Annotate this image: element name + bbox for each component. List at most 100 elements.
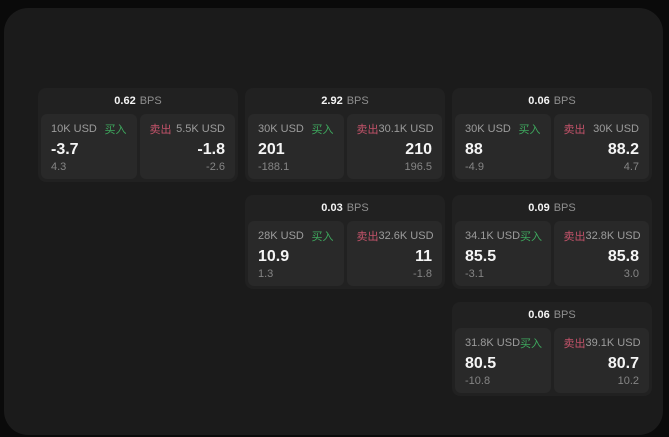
- spread-value: 0.62: [114, 95, 136, 107]
- buy-tile-header: 10K USD 买入: [51, 121, 127, 137]
- spread-unit-label: BPS: [553, 202, 576, 214]
- sell-side-label: 卖出: [356, 231, 379, 243]
- sell-price: 88.2: [607, 140, 639, 158]
- buy-amount: 34.1K USD: [465, 230, 521, 242]
- buy-secondary-value: -4.9: [465, 161, 484, 173]
- buy-amount: 30K USD: [465, 123, 511, 135]
- sell-side-label: 卖出: [563, 338, 586, 350]
- spread-value: 0.03: [321, 202, 343, 214]
- sell-tile[interactable]: 卖出 5.5K USD -1.8 -2.6: [139, 114, 235, 179]
- buy-tile-header: 31.8K USD 买入: [465, 335, 543, 351]
- spread-header: 0.03 BPS: [245, 195, 445, 221]
- buy-side-label: 买入: [518, 124, 541, 136]
- buy-tile[interactable]: 28K USD 买入 10.9 1.3: [248, 221, 344, 286]
- buy-side-label: 买入: [311, 124, 334, 136]
- quote-card: 0.62 BPS 10K USD 买入 -3.7 4.3 卖出 5.5K USD…: [38, 88, 238, 182]
- sell-price: 85.8: [607, 247, 639, 265]
- buy-tile[interactable]: 30K USD 买入 201 -188.1: [248, 114, 344, 179]
- quote-card: 2.92 BPS 30K USD 买入 201 -188.1 卖出 30.1K …: [245, 88, 445, 182]
- buy-side-label: 买入: [520, 231, 543, 243]
- sell-side-label: 卖出: [563, 231, 586, 243]
- buy-secondary-value: -188.1: [258, 161, 290, 173]
- quote-card-body: 31.8K USD 买入 80.5 -10.8 卖出 39.1K USD 80.…: [452, 328, 652, 396]
- quote-card-body: 34.1K USD 买入 85.5 -3.1 卖出 32.8K USD 85.8…: [452, 221, 652, 289]
- sell-amount: 30K USD: [593, 123, 639, 135]
- sell-secondary-value: -2.6: [206, 161, 225, 173]
- spread-header: 0.62 BPS: [38, 88, 238, 114]
- sell-tile-header: 卖出 39.1K USD: [563, 335, 641, 351]
- buy-tile[interactable]: 34.1K USD 买入 85.5 -3.1: [455, 221, 551, 286]
- spread-value: 0.06: [528, 95, 550, 107]
- sell-tile[interactable]: 卖出 30K USD 88.2 4.7: [553, 114, 649, 179]
- sell-amount: 32.8K USD: [585, 230, 641, 242]
- sell-side-label: 卖出: [149, 124, 172, 136]
- sell-tile[interactable]: 卖出 32.8K USD 85.8 3.0: [553, 221, 649, 286]
- buy-price: 201: [258, 140, 285, 158]
- buy-amount: 10K USD: [51, 123, 97, 135]
- sell-tile-header: 卖出 32.6K USD: [356, 228, 434, 244]
- spread-header: 0.06 BPS: [452, 302, 652, 328]
- spread-unit-label: BPS: [553, 95, 576, 107]
- quote-card: 0.09 BPS 34.1K USD 买入 85.5 -3.1 卖出 32.8K…: [452, 195, 652, 289]
- quote-card-body: 30K USD 买入 88 -4.9 卖出 30K USD 88.2 4.7: [452, 114, 652, 182]
- sell-amount: 5.5K USD: [176, 123, 225, 135]
- buy-tile[interactable]: 10K USD 买入 -3.7 4.3: [41, 114, 137, 179]
- sell-price: -1.8: [197, 140, 225, 158]
- sell-amount: 30.1K USD: [378, 123, 434, 135]
- buy-tile[interactable]: 31.8K USD 买入 80.5 -10.8: [455, 328, 551, 393]
- sell-tile[interactable]: 卖出 30.1K USD 210 196.5: [346, 114, 442, 179]
- spread-header: 0.09 BPS: [452, 195, 652, 221]
- quote-card: 0.06 BPS 30K USD 买入 88 -4.9 卖出 30K USD 8…: [452, 88, 652, 182]
- buy-price: 80.5: [465, 354, 497, 372]
- sell-amount: 32.6K USD: [378, 230, 434, 242]
- spread-unit-label: BPS: [346, 202, 369, 214]
- spread-value: 2.92: [321, 95, 343, 107]
- buy-amount: 28K USD: [258, 230, 304, 242]
- spread-value: 0.06: [528, 309, 550, 321]
- buy-tile-header: 28K USD 买入: [258, 228, 334, 244]
- sell-secondary-value: 196.5: [404, 161, 432, 173]
- buy-tile-header: 30K USD 买入: [258, 121, 334, 137]
- quote-card: 0.06 BPS 31.8K USD 买入 80.5 -10.8 卖出 39.1…: [452, 302, 652, 396]
- buy-price: 88: [465, 140, 483, 158]
- sell-secondary-value: -1.8: [413, 268, 432, 280]
- quote-card: 0.03 BPS 28K USD 买入 10.9 1.3 卖出 32.6K US…: [245, 195, 445, 289]
- sell-tile-header: 卖出 5.5K USD: [150, 121, 226, 137]
- buy-secondary-value: -10.8: [465, 375, 491, 387]
- buy-secondary-value: 1.3: [258, 268, 274, 280]
- buy-tile-header: 34.1K USD 买入: [465, 228, 543, 244]
- sell-secondary-value: 3.0: [623, 268, 639, 280]
- quote-card-body: 30K USD 买入 201 -188.1 卖出 30.1K USD 210 1…: [245, 114, 445, 182]
- sell-tile[interactable]: 卖出 32.6K USD 11 -1.8: [346, 221, 442, 286]
- sell-price: 210: [405, 140, 432, 158]
- spread-header: 2.92 BPS: [245, 88, 445, 114]
- spread-value: 0.09: [528, 202, 550, 214]
- cards-grid: 0.62 BPS 10K USD 买入 -3.7 4.3 卖出 5.5K USD…: [38, 88, 652, 396]
- sell-amount: 39.1K USD: [585, 337, 641, 349]
- spread-header: 0.06 BPS: [452, 88, 652, 114]
- buy-tile-header: 30K USD 买入: [465, 121, 541, 137]
- buy-side-label: 买入: [311, 231, 334, 243]
- buy-tile[interactable]: 30K USD 买入 88 -4.9: [455, 114, 551, 179]
- buy-side-label: 买入: [104, 124, 127, 136]
- sell-tile[interactable]: 卖出 39.1K USD 80.7 10.2: [553, 328, 649, 393]
- buy-secondary-value: 4.3: [51, 161, 67, 173]
- sell-price: 11: [415, 247, 432, 265]
- buy-price: -3.7: [51, 140, 79, 158]
- spread-unit-label: BPS: [346, 95, 369, 107]
- buy-price: 10.9: [258, 247, 290, 265]
- buy-secondary-value: -3.1: [465, 268, 484, 280]
- quote-card-body: 10K USD 买入 -3.7 4.3 卖出 5.5K USD -1.8 -2.…: [38, 114, 238, 182]
- spread-unit-label: BPS: [553, 309, 576, 321]
- sell-tile-header: 卖出 30.1K USD: [356, 121, 434, 137]
- spread-unit-label: BPS: [139, 95, 162, 107]
- sell-side-label: 卖出: [563, 124, 586, 136]
- sell-side-label: 卖出: [356, 124, 379, 136]
- buy-amount: 31.8K USD: [465, 337, 521, 349]
- quote-card-body: 28K USD 买入 10.9 1.3 卖出 32.6K USD 11 -1.8: [245, 221, 445, 289]
- sell-price: 80.7: [607, 354, 639, 372]
- buy-side-label: 买入: [520, 338, 543, 350]
- buy-price: 85.5: [465, 247, 497, 265]
- app-window: 0.62 BPS 10K USD 买入 -3.7 4.3 卖出 5.5K USD…: [4, 8, 663, 435]
- sell-tile-header: 卖出 32.8K USD: [563, 228, 641, 244]
